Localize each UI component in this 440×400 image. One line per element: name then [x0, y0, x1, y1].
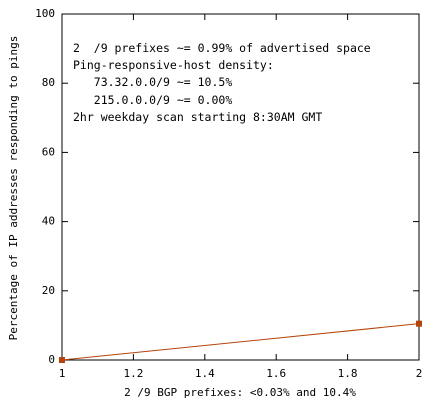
x-axis-ticks: 1 1.2 1.4 1.6 1.8 2 [59, 14, 423, 380]
x-tick-label: 1.2 [123, 367, 143, 380]
series-line [61, 323, 420, 361]
y-tick-label: 20 [42, 284, 55, 297]
x-axis-title: 2 /9 BGP prefixes: <0.03% and 10.4% [124, 386, 356, 399]
plot-frame [61, 13, 420, 361]
x-tick-label: 2 [416, 367, 423, 380]
y-tick-label: 80 [42, 76, 55, 89]
y-tick-label: 60 [42, 145, 55, 158]
data-point [416, 320, 422, 327]
series-group [59, 320, 422, 363]
x-tick-label: 1 [59, 367, 66, 380]
y-axis-title: Percentage of IP addresses responding to… [7, 36, 20, 341]
x-tick-label: 1.4 [195, 367, 215, 380]
annotation-line-2: Ping-responsive-host density: [73, 58, 274, 72]
data-point [59, 357, 65, 363]
annotation-line-4: 215.0.0.0/9 ~= 0.00% [73, 93, 232, 107]
y-tick-label: 0 [48, 353, 55, 366]
annotation-block: 2 /9 prefixes ~= 0.99% of advertised spa… [73, 41, 371, 124]
x-tick-label: 1.6 [266, 367, 286, 380]
x-tick-label: 1.8 [338, 367, 358, 380]
annotation-line-5: 2hr weekday scan starting 8:30AM GMT [73, 110, 322, 124]
y-axis-ticks: 0 20 40 60 80 100 [35, 7, 419, 366]
annotation-line-3: 73.32.0.0/9 ~= 10.5% [73, 75, 232, 89]
y-tick-label: 100 [35, 7, 55, 20]
y-tick-label: 40 [42, 215, 55, 228]
annotation-line-1: 2 /9 prefixes ~= 0.99% of advertised spa… [73, 41, 371, 55]
